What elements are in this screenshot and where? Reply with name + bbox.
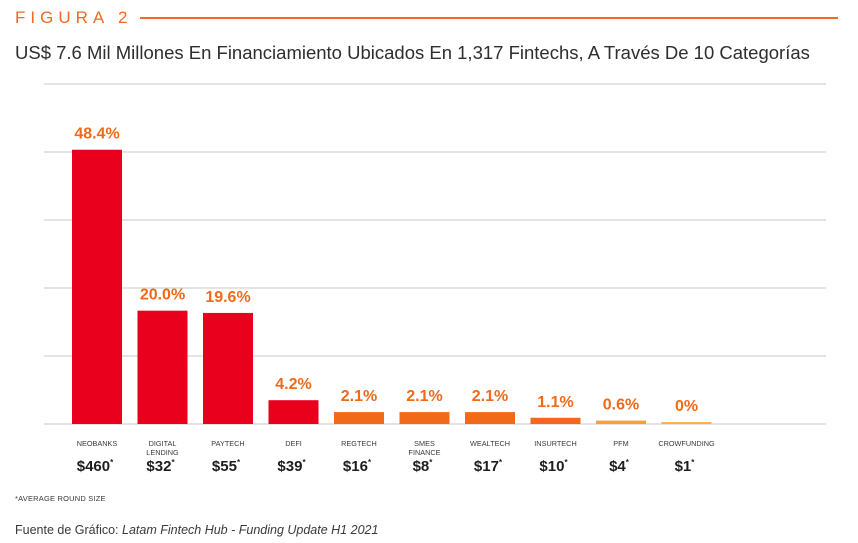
category-label: CROWFUNDING [658,439,715,448]
avg-marker: * [302,458,306,467]
value-label: 48.4% [74,126,119,143]
avg-round-size: $17* [474,458,503,475]
avg-round-size: $39* [277,458,306,475]
bar [399,412,450,424]
bars [72,149,712,424]
value-label: 2.1% [472,388,508,405]
category-label: DEFI [285,439,302,448]
avg-round-size: $10* [539,458,568,475]
category-label: PFM [613,439,628,448]
value-label: 0.6% [603,397,639,414]
value-label: 20.0% [140,287,185,304]
bar [465,412,515,424]
category-label: FINANCE [408,448,440,457]
bar [72,149,122,424]
avg-round-size: $460* [77,458,114,475]
avg-round-size: $4* [609,458,630,475]
category-label: DIGITAL [149,439,177,448]
avg-round-size: $55* [212,458,241,475]
source-prefix: Fuente de Gráfico: [15,523,123,537]
avg-marker: * [429,458,433,467]
bar [137,310,188,424]
value-label: 4.2% [275,376,311,393]
avg-marker: * [499,458,503,467]
bar [661,422,712,424]
footnote: *AVERAGE ROUND SIZE [15,494,106,503]
category-label: LENDING [146,448,179,457]
avg-marker: * [626,458,630,467]
value-labels: 48.4% 20.0% 19.6% 4.2% 2.1% 2.1% 2.1% 1.1% 0.6% 0… [74,126,698,415]
chart-title: US$ 7.6 Mil Millones En Financiamiento U… [15,42,810,63]
value-label: 2.1% [406,388,442,405]
avg-marker: * [110,458,114,467]
source-text: Latam Fintech Hub - Funding Update H1 20… [122,523,379,537]
bar-chart: 48.4% 20.0% 19.6% 4.2% 2.1% 2.1% 2.1% 1.1% 0.6% 0… [44,83,826,475]
bar [203,312,253,424]
avg-round-size: $8* [413,458,434,475]
avg-round-size: $1* [675,458,696,475]
category-label: NEOBANKS [77,439,118,448]
category-label: SMES [414,439,435,448]
avg-round-size-labels: $460* $32* $55* $39* $16* $8* $17* $10* $4* $1* [77,458,696,475]
value-label: 19.6% [205,289,250,306]
figure-rule [140,17,838,19]
avg-marker: * [171,458,175,467]
category-label: PAYTECH [211,439,244,448]
avg-marker: * [237,458,241,467]
value-label: 2.1% [341,388,377,405]
avg-round-size: $16* [343,458,372,475]
source-note: Fuente de Gráfico: Latam Fintech Hub - F… [15,523,378,537]
avg-marker: * [564,458,568,467]
category-label: REGTECH [341,439,377,448]
figure-label: FIGURA 2 [15,8,133,27]
bar [596,420,646,424]
category-label: INSURTECH [534,439,576,448]
value-label: 0% [675,398,698,415]
value-label: 1.1% [537,394,573,411]
avg-round-size: $32* [146,458,175,475]
bar [334,412,384,424]
bar [268,400,319,424]
avg-marker: * [368,458,372,467]
category-label: WEALTECH [470,439,510,448]
bar [530,417,581,424]
avg-marker: * [691,458,695,467]
